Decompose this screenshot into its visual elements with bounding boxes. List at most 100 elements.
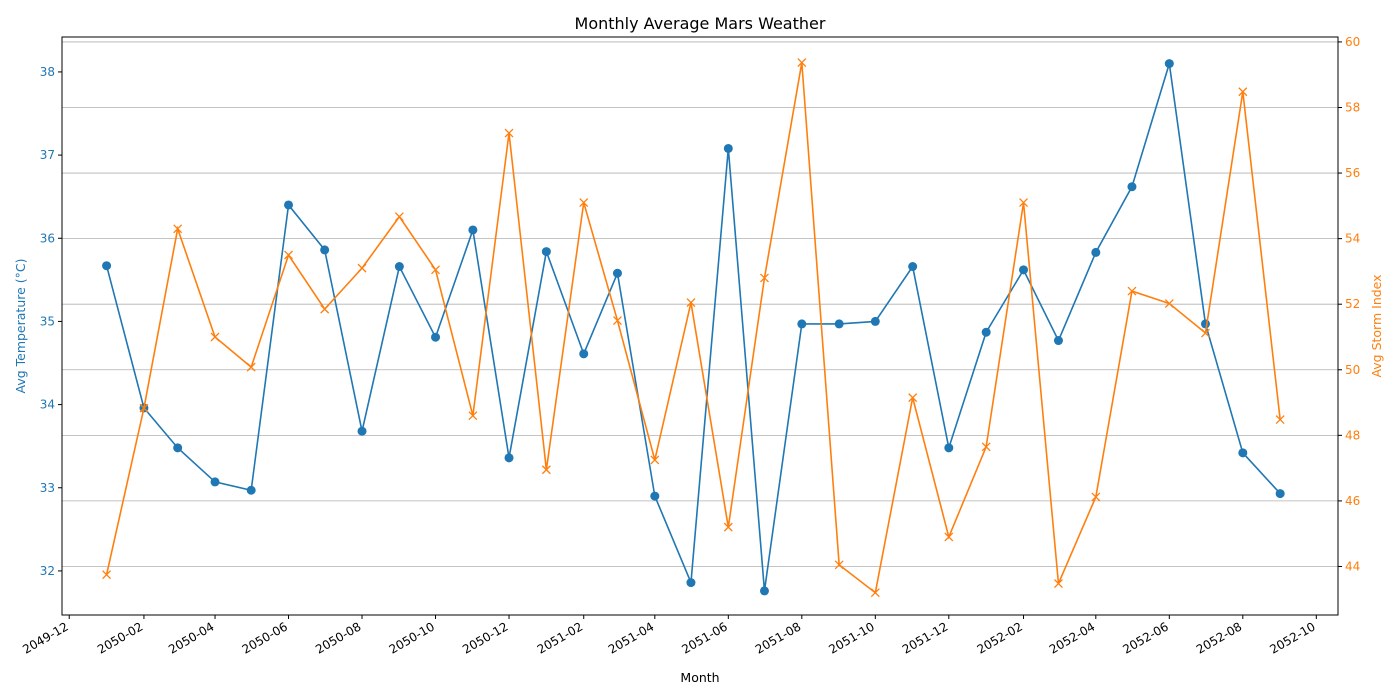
temperature-point [102,261,112,271]
temperature-point [1200,319,1210,329]
temperature-series [102,59,1285,596]
y-right-tick-label: 44 [1345,559,1360,573]
storm-index-point [357,263,367,273]
storm-index-point [1164,299,1174,309]
temperature-point [797,319,807,329]
storm-index-point [102,570,112,580]
x-tick-label: 2050-10 [387,619,437,656]
x-tick-label: 2050-02 [95,619,145,656]
storm-index-point [723,522,733,532]
x-tick-label: 2051-10 [826,619,876,656]
plot-frame [61,36,1339,616]
storm-index-point [1091,492,1101,502]
temperature-point [284,200,294,210]
x-tick-label: 2051-12 [900,619,950,656]
y-left-tick-label: 37 [40,148,55,162]
x-tick-label: 2051-08 [753,619,803,656]
storm-index-point [541,465,551,475]
temperature-point [1127,182,1137,192]
temperature-point [210,477,220,487]
y-axis-right: 44 46 48 50 52 54 56 58 60 [1338,35,1360,573]
temperature-point [1091,247,1101,257]
y-right-tick-label: 48 [1345,428,1360,442]
storm-index-point [760,273,769,283]
temperature-point [1275,489,1285,499]
temperature-point [944,443,954,453]
temperature-point [870,316,880,326]
temperature-point [246,485,256,495]
x-tick-label: 2052-04 [1047,619,1097,656]
storm-index-point [468,411,478,421]
y-right-tick-label: 56 [1345,166,1360,180]
storm-index-point [284,250,293,260]
storm-index-point [944,532,954,542]
x-tick-label: 2049-12 [20,619,70,656]
temperature-point [1164,59,1174,69]
storm-index-point [320,304,330,314]
x-tick-label: 2051-06 [679,619,729,656]
x-tick-label: 2052-06 [1120,619,1170,656]
temperature-point [579,349,589,359]
y-left-tick-label: 38 [40,65,55,79]
y-axis-left-label: Avg Temperature (°C) [13,258,28,393]
y-left-tick-label: 34 [40,398,55,412]
y-left-tick-label: 35 [40,314,55,328]
x-tick-label: 2052-10 [1267,619,1317,656]
storm-index-point [173,224,183,234]
temperature-point [541,247,551,257]
temperature-point [504,453,514,463]
storm-index-series [102,58,1285,598]
temperature-point [723,143,733,153]
temperature-point [650,491,660,501]
storm-index-point [431,265,440,275]
temperature-point [173,443,183,453]
x-tick-label: 2050-04 [166,619,216,656]
y-right-tick-label: 46 [1345,494,1360,508]
x-tick-label: 2052-02 [975,619,1025,656]
storm-index-point [834,560,844,570]
storm-index-point [797,58,807,68]
storm-index-point [613,316,622,326]
storm-index-point [139,403,149,413]
storm-index-point [650,455,660,465]
temperature-point [394,262,404,272]
temperature-point [1053,336,1063,346]
y-left-tick-label: 36 [40,231,55,245]
storm-index-point [686,298,696,308]
y-right-tick-label: 60 [1345,35,1360,49]
storm-index-point [1201,328,1210,338]
grid-lines [62,41,1338,567]
storm-index-point [504,128,514,138]
temperature-point [1238,448,1248,458]
chart-title: Monthly Average Mars Weather [575,14,826,33]
x-tick-label: 2050-12 [460,619,510,656]
y-axis-left: 32 33 34 35 36 37 38 [40,65,62,578]
storm-index-point [394,212,404,222]
temperature-point [357,426,367,436]
x-tick-label: 2050-06 [240,619,290,656]
temperature-point [612,268,622,278]
x-tick-label: 2051-04 [606,619,656,656]
temperature-point [1019,265,1029,275]
storm-index-point [1275,415,1285,425]
x-tick-label: 2050-08 [313,619,363,656]
y-right-tick-label: 50 [1345,363,1360,377]
storm-index-point [908,393,918,403]
y-left-tick-label: 32 [40,564,55,578]
storm-index-point [1238,87,1248,97]
temperature-point [834,319,844,329]
temperature-point [320,245,330,255]
x-axis-label: Month [680,670,719,685]
y-right-tick-label: 52 [1345,297,1360,311]
storm-index-point [870,588,880,598]
storm-index-point [1019,198,1028,208]
storm-index-point [579,198,589,208]
storm-index-line [105,62,1281,595]
temperature-point [686,578,696,588]
storm-index-point [1127,286,1137,296]
temperature-point [981,327,991,337]
storm-index-point [1054,579,1063,588]
x-axis: 2049-12 2050-02 2050-04 2050-06 2050-08 2050-… [20,615,1318,657]
temperature-line [105,63,1281,591]
y-axis-right-label: Avg Storm Index [1369,274,1384,377]
